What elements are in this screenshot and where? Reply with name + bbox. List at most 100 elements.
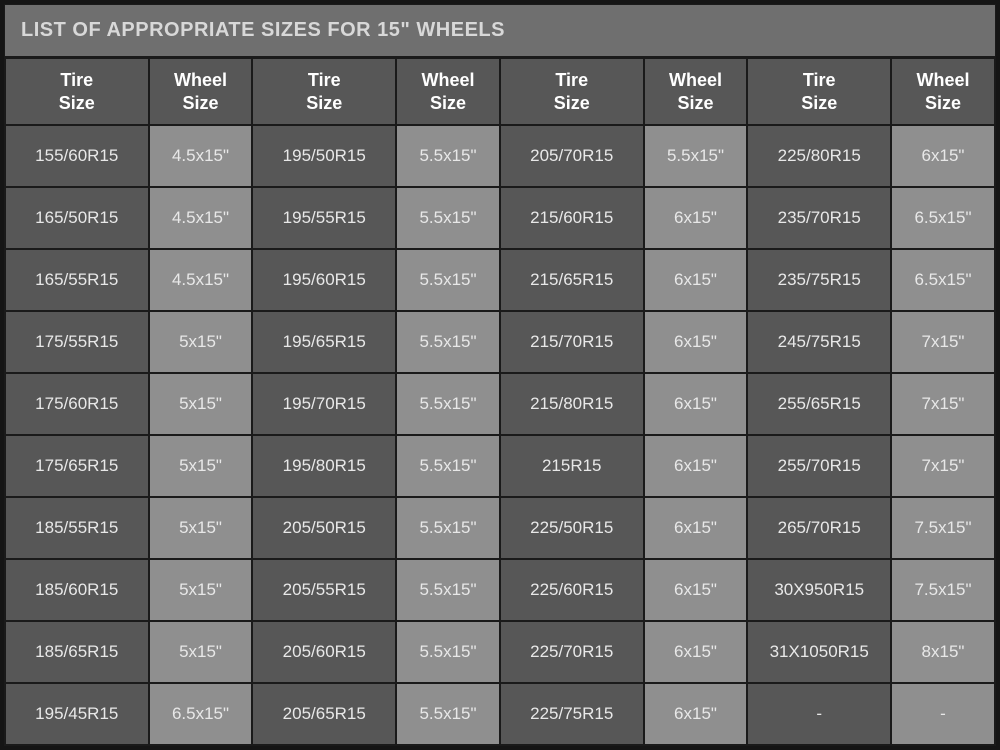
wheel-size-cell: 5.5x15" — [396, 559, 500, 621]
tire-size-cell: 195/65R15 — [252, 311, 396, 373]
tire-size-cell: 215R15 — [500, 435, 644, 497]
wheel-size-cell: 6x15" — [644, 683, 748, 745]
table-row: 165/50R154.5x15"195/55R155.5x15"215/60R1… — [5, 187, 995, 249]
tire-size-table: TireSize WheelSize TireSize WheelSize Ti… — [4, 57, 996, 746]
tire-size-table-container: LIST OF APPROPRIATE SIZES FOR 15" WHEELS… — [0, 0, 1000, 750]
wheel-size-cell: 6x15" — [644, 311, 748, 373]
tire-size-cell: 255/70R15 — [747, 435, 891, 497]
tire-size-cell: 205/70R15 — [500, 125, 644, 187]
table-row: 175/65R155x15"195/80R155.5x15"215R156x15… — [5, 435, 995, 497]
tire-size-cell: 215/60R15 — [500, 187, 644, 249]
tire-size-cell: 225/50R15 — [500, 497, 644, 559]
tire-size-cell: 205/55R15 — [252, 559, 396, 621]
tire-size-cell: 175/55R15 — [5, 311, 149, 373]
wheel-size-cell: 4.5x15" — [149, 125, 253, 187]
tire-size-cell: 245/75R15 — [747, 311, 891, 373]
wheel-size-cell: 7x15" — [891, 311, 995, 373]
wheel-size-cell: 4.5x15" — [149, 187, 253, 249]
tire-size-cell: 31X1050R15 — [747, 621, 891, 683]
tire-size-cell: 175/65R15 — [5, 435, 149, 497]
tire-size-cell: 235/70R15 — [747, 187, 891, 249]
wheel-size-cell: 6x15" — [644, 373, 748, 435]
tire-size-cell: 265/70R15 — [747, 497, 891, 559]
wheel-size-cell: 5.5x15" — [396, 683, 500, 745]
tire-size-cell: 225/80R15 — [747, 125, 891, 187]
tire-size-cell: 155/60R15 — [5, 125, 149, 187]
table-row: 185/55R155x15"205/50R155.5x15"225/50R156… — [5, 497, 995, 559]
tire-size-cell: 165/55R15 — [5, 249, 149, 311]
wheel-size-cell: 6x15" — [644, 187, 748, 249]
wheel-size-cell: 6x15" — [644, 497, 748, 559]
wheel-size-cell: 7.5x15" — [891, 497, 995, 559]
tire-size-cell: 185/65R15 — [5, 621, 149, 683]
table-title: LIST OF APPROPRIATE SIZES FOR 15" WHEELS — [4, 4, 996, 57]
wheel-size-cell: 6.5x15" — [891, 187, 995, 249]
col-header-tire: TireSize — [747, 58, 891, 125]
tire-size-cell: 225/60R15 — [500, 559, 644, 621]
wheel-size-cell: 5x15" — [149, 497, 253, 559]
tire-size-cell: 195/50R15 — [252, 125, 396, 187]
wheel-size-cell: 5.5x15" — [644, 125, 748, 187]
table-row: 185/65R155x15"205/60R155.5x15"225/70R156… — [5, 621, 995, 683]
table-row: 175/55R155x15"195/65R155.5x15"215/70R156… — [5, 311, 995, 373]
wheel-size-cell: 5.5x15" — [396, 249, 500, 311]
col-header-tire: TireSize — [5, 58, 149, 125]
col-header-tire: TireSize — [500, 58, 644, 125]
wheel-size-cell: 5.5x15" — [396, 187, 500, 249]
tire-size-cell: 205/60R15 — [252, 621, 396, 683]
wheel-size-cell: 7.5x15" — [891, 559, 995, 621]
wheel-size-cell: 5x15" — [149, 621, 253, 683]
wheel-size-cell: 6x15" — [891, 125, 995, 187]
wheel-size-cell: 5.5x15" — [396, 435, 500, 497]
wheel-size-cell: - — [891, 683, 995, 745]
tire-size-cell: 255/65R15 — [747, 373, 891, 435]
wheel-size-cell: 4.5x15" — [149, 249, 253, 311]
wheel-size-cell: 6x15" — [644, 621, 748, 683]
tire-size-cell: 215/70R15 — [500, 311, 644, 373]
col-header-tire: TireSize — [252, 58, 396, 125]
tire-size-cell: 195/70R15 — [252, 373, 396, 435]
wheel-size-cell: 6x15" — [644, 435, 748, 497]
col-header-wheel: WheelSize — [396, 58, 500, 125]
wheel-size-cell: 5x15" — [149, 559, 253, 621]
wheel-size-cell: 8x15" — [891, 621, 995, 683]
wheel-size-cell: 6.5x15" — [149, 683, 253, 745]
tire-size-cell: 195/45R15 — [5, 683, 149, 745]
wheel-size-cell: 5.5x15" — [396, 621, 500, 683]
wheel-size-cell: 6x15" — [644, 559, 748, 621]
tire-size-cell: 225/75R15 — [500, 683, 644, 745]
wheel-size-cell: 5.5x15" — [396, 373, 500, 435]
wheel-size-cell: 5x15" — [149, 311, 253, 373]
tire-size-cell: 195/55R15 — [252, 187, 396, 249]
tire-size-cell: 205/50R15 — [252, 497, 396, 559]
col-header-wheel: WheelSize — [891, 58, 995, 125]
tire-size-cell: 225/70R15 — [500, 621, 644, 683]
col-header-wheel: WheelSize — [644, 58, 748, 125]
wheel-size-cell: 5x15" — [149, 373, 253, 435]
tire-size-cell: 165/50R15 — [5, 187, 149, 249]
table-header-row: TireSize WheelSize TireSize WheelSize Ti… — [5, 58, 995, 125]
tire-size-cell: 195/80R15 — [252, 435, 396, 497]
table-row: 185/60R155x15"205/55R155.5x15"225/60R156… — [5, 559, 995, 621]
tire-size-cell: 235/75R15 — [747, 249, 891, 311]
tire-size-cell: 205/65R15 — [252, 683, 396, 745]
wheel-size-cell: 7x15" — [891, 435, 995, 497]
col-header-wheel: WheelSize — [149, 58, 253, 125]
table-row: 195/45R156.5x15"205/65R155.5x15"225/75R1… — [5, 683, 995, 745]
tire-size-cell: - — [747, 683, 891, 745]
tire-size-cell: 30X950R15 — [747, 559, 891, 621]
tire-size-cell: 215/80R15 — [500, 373, 644, 435]
table-row: 155/60R154.5x15"195/50R15 5.5x15"205/70R1… — [5, 125, 995, 187]
tire-size-cell: 215/65R15 — [500, 249, 644, 311]
table-row: 175/60R155x15"195/70R155.5x15"215/80R156… — [5, 373, 995, 435]
wheel-size-cell: 7x15" — [891, 373, 995, 435]
tire-size-cell: 195/60R15 — [252, 249, 396, 311]
wheel-size-cell: 6x15" — [644, 249, 748, 311]
table-row: 165/55R154.5x15"195/60R155.5x15"215/65R1… — [5, 249, 995, 311]
tire-size-cell: 185/60R15 — [5, 559, 149, 621]
tire-size-cell: 185/55R15 — [5, 497, 149, 559]
wheel-size-cell: 6.5x15" — [891, 249, 995, 311]
wheel-size-cell: 5.5x15" — [396, 311, 500, 373]
tire-size-cell: 175/60R15 — [5, 373, 149, 435]
wheel-size-cell: 5.5x15" — [396, 497, 500, 559]
